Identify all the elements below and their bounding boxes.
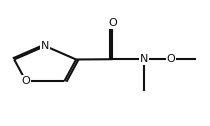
Text: O: O	[108, 18, 117, 28]
Text: N: N	[140, 54, 148, 64]
Text: O: O	[22, 76, 30, 86]
Text: O: O	[167, 54, 176, 64]
Text: N: N	[41, 41, 49, 51]
